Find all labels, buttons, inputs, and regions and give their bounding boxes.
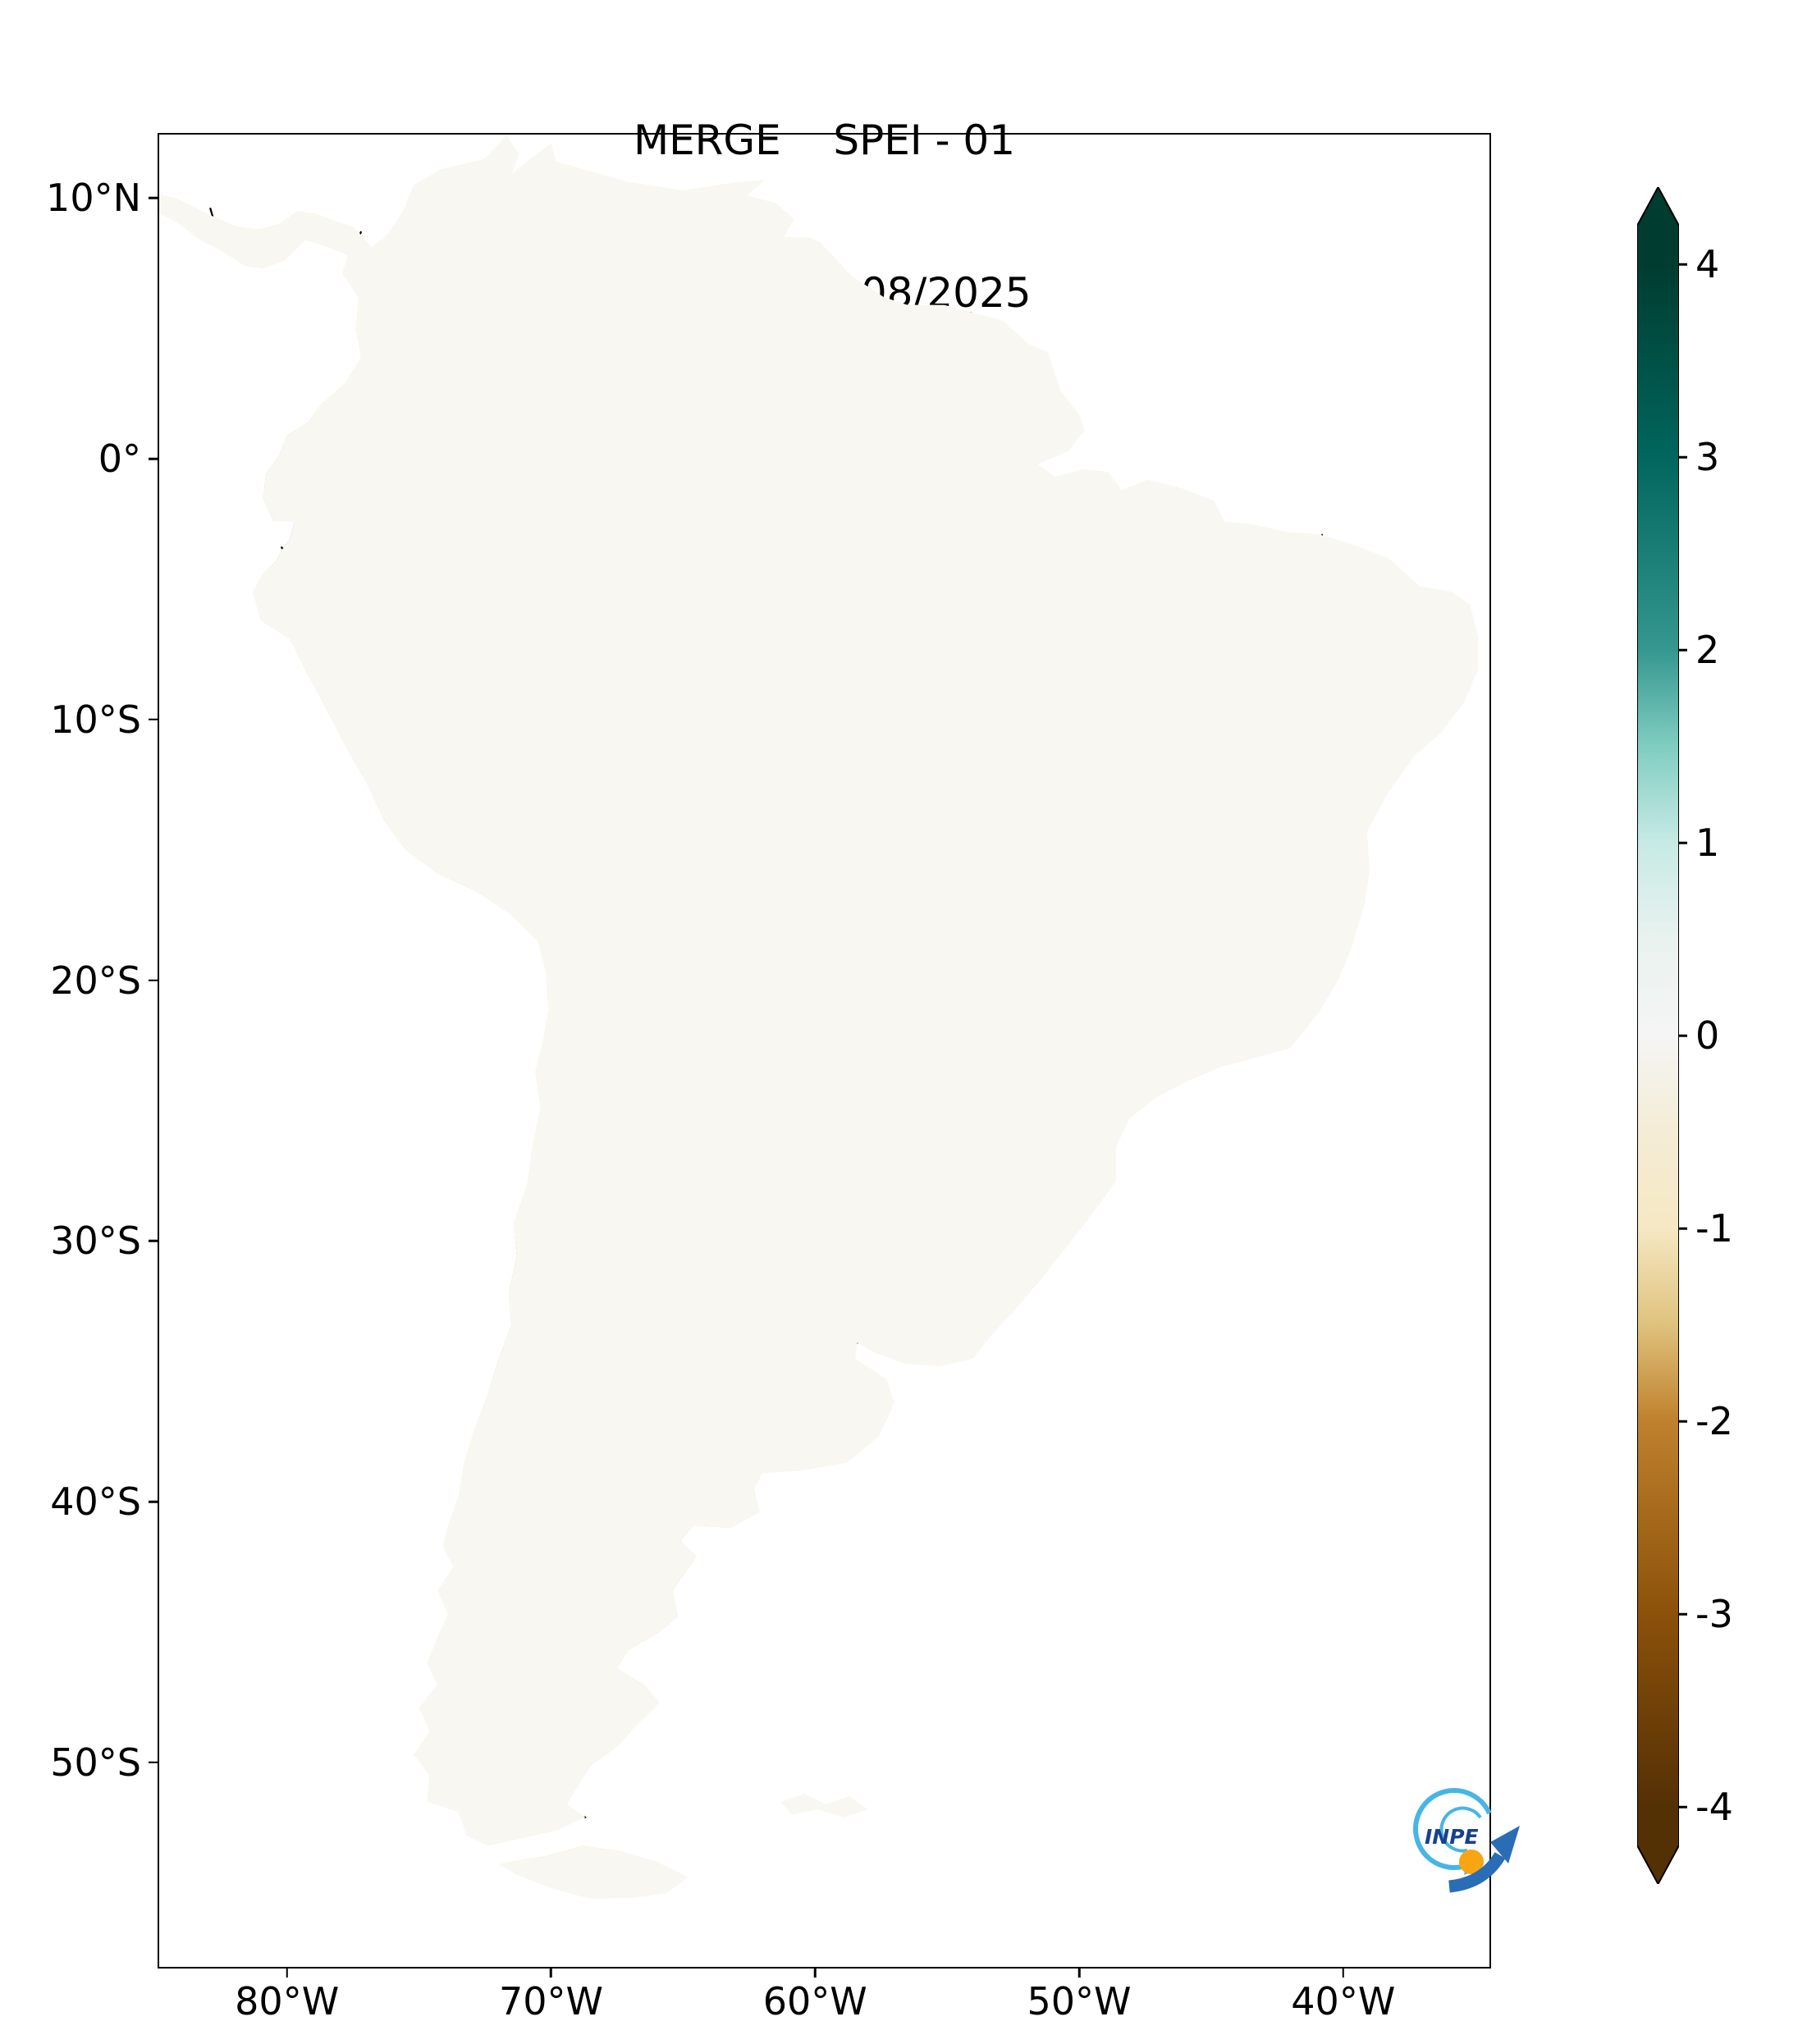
lon-tick-mark	[286, 1969, 288, 1978]
lat-tick-label: 50°S	[50, 1740, 141, 1785]
inpe-logo-svg: INPE	[1413, 1788, 1520, 1893]
colorbar-extend-min	[1637, 1845, 1679, 1884]
map-title: MERGE SPEI - 01	[633, 117, 1016, 164]
lat-tick-label: 10°N	[46, 176, 141, 221]
colorbar-tick-mark	[1679, 841, 1687, 844]
colorbar-tick-mark	[1679, 455, 1687, 459]
colorbar-tick-mark	[1679, 1612, 1687, 1616]
lat-tick-mark	[149, 197, 158, 199]
colorbar-tick-label: -4	[1695, 1785, 1733, 1829]
lat-tick-mark	[149, 1240, 158, 1242]
colorbar-tick-mark	[1679, 648, 1687, 652]
lat-tick-label: 10°S	[50, 697, 141, 742]
lon-tick-mark	[550, 1969, 552, 1978]
lon-tick-label: 70°W	[498, 1979, 603, 2023]
lat-tick-mark	[149, 979, 158, 981]
inpe-logo-swirl	[1413, 1788, 1492, 1870]
lat-tick-mark	[149, 718, 158, 721]
lat-tick-label: 20°S	[50, 958, 141, 1003]
coastline	[158, 135, 1478, 1898]
inpe-logo-inner-arc	[1439, 1806, 1482, 1853]
lon-tick-label: 40°W	[1291, 1979, 1396, 2023]
colorbar-extend-max	[1637, 187, 1679, 226]
colorbar-svg	[1636, 185, 1680, 1886]
lon-tick-mark	[1077, 1969, 1081, 1978]
lat-tick-label: 40°S	[50, 1479, 141, 1525]
inpe-logo-orange-dot	[1459, 1850, 1484, 1874]
colorbar-gradient	[1637, 226, 1679, 1845]
colorbar	[1636, 185, 1680, 1886]
colorbar-tick-label: -1	[1695, 1206, 1733, 1251]
lon-tick-label: 80°W	[235, 1979, 340, 2023]
lon-tick-mark	[1342, 1969, 1345, 1978]
lat-tick-mark	[149, 1500, 158, 1503]
lat-tick-mark	[149, 457, 158, 460]
colorbar-tick-label: 1	[1695, 821, 1720, 865]
map-area	[158, 133, 1491, 1969]
lon-tick-label: 60°W	[762, 1979, 867, 2023]
inpe-logo-arrow	[1448, 1851, 1506, 1893]
inpe-logo-text: INPE	[1425, 1825, 1479, 1849]
colorbar-tick-label: 4	[1695, 242, 1720, 286]
lat-tick-mark	[149, 1761, 158, 1764]
colorbar-tick-label: -2	[1695, 1399, 1733, 1443]
lon-tick-label: 50°W	[1027, 1979, 1132, 2023]
inpe-logo: INPE	[1395, 1776, 1526, 1900]
colorbar-tick-mark	[1679, 1420, 1687, 1423]
lat-tick-label: 30°S	[50, 1219, 141, 1264]
colorbar-tick-label: -3	[1695, 1592, 1733, 1636]
spei-map	[158, 133, 1491, 1969]
colorbar-tick-label: 0	[1695, 1013, 1720, 1058]
colorbar-tick-mark	[1679, 1227, 1687, 1230]
lon-tick-mark	[813, 1969, 817, 1978]
colorbar-tick-label: 3	[1695, 435, 1720, 479]
colorbar-tick-label: 2	[1695, 628, 1720, 672]
inpe-logo-arrowhead	[1490, 1826, 1520, 1863]
lat-tick-label: 0°	[98, 437, 141, 482]
colorbar-tick-mark	[1679, 1805, 1687, 1809]
colorbar-tick-mark	[1679, 1034, 1687, 1037]
colorbar-tick-mark	[1679, 263, 1687, 266]
